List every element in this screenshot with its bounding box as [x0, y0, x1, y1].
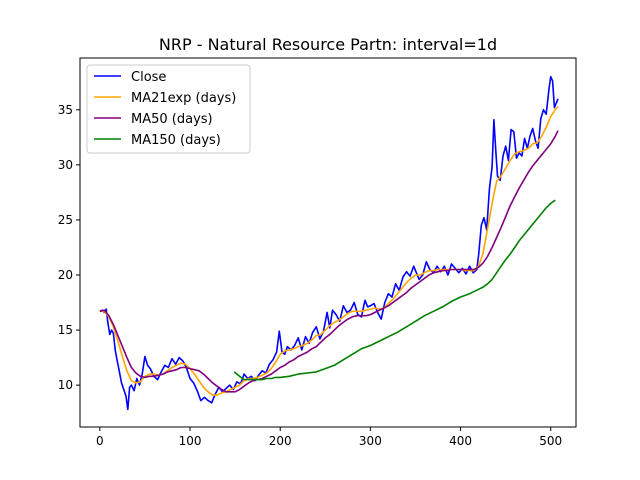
- plot-frame: [79, 57, 577, 428]
- x-tick-label-3: 300: [359, 434, 382, 448]
- series-layer: [99, 75, 559, 411]
- y-tick-label-0: 10: [58, 378, 73, 392]
- y-tick-label-1: 15: [58, 323, 73, 337]
- x-tick-label-4: 400: [449, 434, 472, 448]
- legend: Close MA21exp (days) MA50 (days) MA150 (day…: [86, 64, 251, 154]
- x-tick-label-2: 200: [269, 434, 292, 448]
- y-tick-label-3: 25: [58, 213, 73, 227]
- y-tick-label-4: 30: [58, 158, 73, 172]
- legend-label-2: MA50 (days): [131, 112, 213, 127]
- chart-title: NRP - Natural Resource Partn: interval=1…: [159, 35, 497, 54]
- legend-label-1: MA21exp (days): [131, 91, 236, 106]
- series-line-0: [99, 75, 559, 411]
- y-tick-label-2: 20: [58, 268, 73, 282]
- series-line-1: [99, 105, 559, 396]
- y-tick-label-5: 35: [58, 103, 73, 117]
- x-axis: 0 100 200 300 400 500: [96, 427, 562, 448]
- series-line-2: [99, 130, 559, 393]
- x-tick-label-5: 500: [539, 434, 562, 448]
- y-axis: 10 15 20 25 30 35: [58, 103, 80, 392]
- legend-label-3: MA150 (days): [131, 133, 221, 148]
- x-tick-label-0: 0: [96, 434, 104, 448]
- legend-label-0: Close: [131, 70, 166, 85]
- x-tick-label-1: 100: [179, 434, 202, 448]
- legend-box: [86, 64, 251, 154]
- series-line-3: [233, 199, 556, 381]
